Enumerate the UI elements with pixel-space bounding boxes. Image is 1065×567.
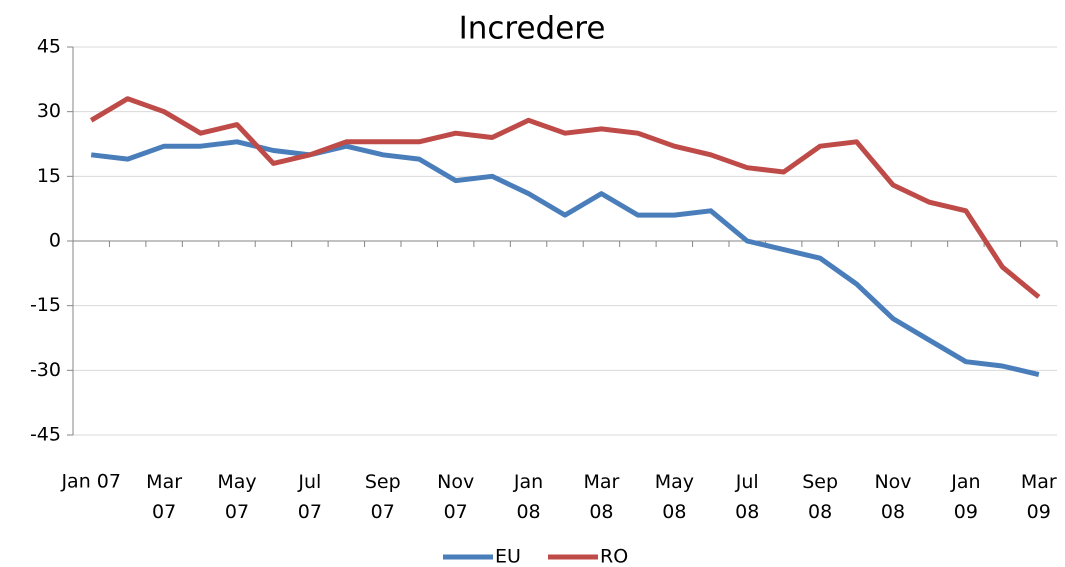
y-tick-label: 15: [37, 165, 61, 187]
y-tick-label: 0: [49, 230, 61, 252]
y-tick-label: -30: [30, 359, 61, 381]
legend-label: RO: [600, 546, 628, 567]
x-tick-label: Mar 09: [1021, 471, 1057, 523]
x-tick-label: Mar 08: [584, 471, 620, 523]
x-tick-label: Nov 08: [874, 471, 911, 523]
x-tick-label: Nov 07: [437, 471, 474, 523]
y-tick-label: 30: [37, 100, 61, 122]
x-tick-label: Sep 07: [365, 471, 401, 523]
x-tick-label: Jul 08: [735, 471, 760, 523]
y-tick-label: -15: [30, 294, 61, 316]
x-tick-label: May 07: [217, 471, 256, 523]
x-tick-label: Jan 09: [950, 471, 980, 523]
legend-label: EU: [495, 546, 521, 567]
y-tick-label: 45: [37, 36, 61, 58]
series-line: [89, 96, 1041, 299]
x-tick-label: Sep 08: [802, 471, 838, 523]
x-tick-label: Jul 07: [297, 471, 322, 523]
series-line: [90, 139, 1040, 378]
x-tick-label: Jan 08: [513, 471, 543, 523]
x-tick-label: Mar 07: [146, 471, 182, 523]
x-tick-label: Jan 07: [60, 471, 121, 493]
y-tick-label: -45: [30, 424, 61, 446]
chart-title: Incredere: [459, 11, 606, 47]
x-tick-label: May 08: [655, 471, 694, 523]
